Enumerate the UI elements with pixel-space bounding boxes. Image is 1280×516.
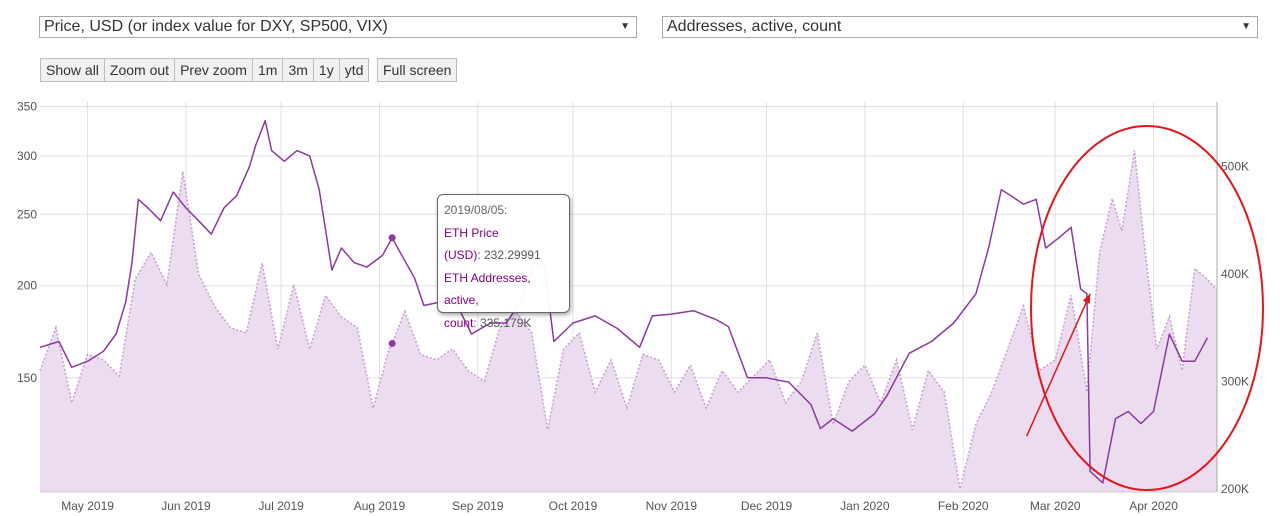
price-metric-select[interactable]: Price, USD (or index value for DXY, SP50… [39, 16, 637, 38]
addresses-hover-marker [388, 340, 396, 348]
y-right-tick-label: 200K [1221, 482, 1249, 496]
address-metric-select[interactable]: Addresses, active, count ▼ [662, 16, 1258, 38]
tooltip-addr-value: 335.179K [480, 315, 532, 330]
price-metric-select-value: Price, USD (or index value for DXY, SP50… [44, 18, 388, 35]
chevron-down-icon: ▼ [620, 21, 630, 32]
address-metric-select-value: Addresses, active, count [667, 18, 842, 35]
x-tick-label: May 2019 [61, 499, 114, 513]
y-right-tick-label: 500K [1221, 159, 1249, 173]
addresses-line [39, 150, 1218, 489]
x-tick-label: Jun 2019 [161, 499, 211, 513]
y-right-tick-label: 400K [1221, 267, 1249, 281]
range-1m-button[interactable]: 1m [252, 58, 284, 82]
x-tick-label: Sep 2019 [452, 499, 504, 513]
zoom-button-group: Show all Zoom out Prev zoom [40, 58, 253, 82]
x-tick-label: Jan 2020 [840, 499, 890, 513]
annotations [1025, 125, 1264, 491]
y-left-tick-label: 300 [17, 149, 37, 163]
tooltip-addr-unit: count [444, 315, 474, 330]
price-series [39, 119, 1209, 484]
hover-markers [388, 234, 396, 348]
x-tick-label: Apr 2020 [1129, 499, 1178, 513]
range-button-group: 1m 3m 1y ytd [252, 58, 370, 82]
highlight-ellipse [1030, 125, 1264, 491]
tooltip-date: 2019/08/05: [444, 203, 508, 217]
zoom-out-button[interactable]: Zoom out [103, 58, 176, 82]
y-left-tick-label: 250 [17, 207, 37, 221]
x-tick-label: Dec 2019 [741, 499, 793, 513]
tooltip-addr-label: ETH Addresses, active, [444, 270, 531, 308]
prev-zoom-button[interactable]: Prev zoom [174, 58, 253, 82]
tooltip-price-unit: (USD) [444, 248, 478, 262]
x-tick-label: Mar 2020 [1030, 499, 1081, 513]
addresses-area [39, 150, 1218, 493]
y-left-tick-label: 350 [17, 100, 37, 114]
range-1y-button[interactable]: 1y [312, 58, 340, 82]
annotation-arrow-head [1082, 293, 1091, 304]
y-left-tick-label: 150 [17, 371, 37, 385]
fullscreen-button[interactable]: Full screen [377, 58, 458, 82]
y-left-tick-label: 200 [17, 279, 37, 293]
range-3m-button[interactable]: 3m [282, 58, 314, 82]
range-ytd-button[interactable]: ytd [338, 58, 370, 82]
price-hover-marker [388, 234, 396, 242]
tooltip: 2019/08/05: ETH Price (USD): 232.29991 E… [437, 194, 570, 330]
price-line [39, 119, 1209, 484]
x-tick-label: Nov 2019 [646, 499, 698, 513]
addresses-area-fill [40, 150, 1217, 493]
annotation-arrow-line [1025, 293, 1091, 437]
y-right-tick-label: 300K [1221, 374, 1249, 388]
tooltip-price-value: 232.29991 [484, 248, 541, 262]
x-tick-label: Oct 2019 [549, 499, 598, 513]
x-tick-label: Aug 2019 [354, 499, 406, 513]
x-tick-label: Feb 2020 [938, 499, 989, 513]
tooltip-price-label: ETH Price [444, 225, 499, 240]
axes: May 2019 Jun 2019 Jul 2019 Aug 2019 Sep 2019… [17, 100, 1249, 513]
x-tick-label: Jul 2019 [258, 499, 304, 513]
chevron-down-icon: ▼ [1241, 21, 1251, 32]
